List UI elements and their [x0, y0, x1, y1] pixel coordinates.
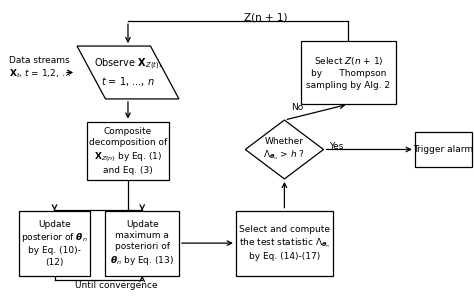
Text: Trigger alarm: Trigger alarm: [413, 145, 473, 154]
FancyBboxPatch shape: [105, 211, 179, 275]
Text: Yes: Yes: [329, 142, 344, 151]
Polygon shape: [77, 46, 179, 99]
Text: Data streams
$\mathbf{X}_t$, $t$ = 1,2, ...: Data streams $\mathbf{X}_t$, $t$ = 1,2, …: [9, 56, 72, 80]
Text: Whether
$\Lambda_{\boldsymbol{\theta}_n}$ > $h$ ?: Whether $\Lambda_{\boldsymbol{\theta}_n}…: [264, 137, 305, 162]
Text: Until convergence: Until convergence: [75, 281, 157, 290]
Text: No: No: [292, 103, 304, 112]
Text: Select $Z$($n$ + 1)
by      Thompson
sampling by Alg. 2: Select $Z$($n$ + 1) by Thompson sampling…: [306, 55, 391, 90]
Text: Select and compute
the test statistic $\Lambda_{\boldsymbol{\theta}_n}$
by Eq. (: Select and compute the test statistic $\…: [239, 225, 330, 261]
FancyBboxPatch shape: [19, 211, 90, 275]
Text: Update
maximum a
posteriori of
$\boldsymbol{\theta}_n$ by Eq. (13): Update maximum a posteriori of $\boldsym…: [110, 220, 174, 267]
FancyBboxPatch shape: [301, 41, 396, 104]
Text: Observe $\mathbf{X}_{Z(t)}$,
$t$ = 1, ..., $n$: Observe $\mathbf{X}_{Z(t)}$, $t$ = 1, ..…: [94, 57, 162, 88]
Text: Z(n + 1): Z(n + 1): [244, 12, 287, 22]
FancyBboxPatch shape: [86, 122, 170, 181]
FancyBboxPatch shape: [236, 211, 333, 275]
Text: Composite
decomposition of
$\mathbf{X}_{Z(n)}$ by Eq. (1)
and Eq. (3): Composite decomposition of $\mathbf{X}_{…: [89, 127, 167, 175]
Polygon shape: [246, 120, 323, 179]
Text: Update
posterior of $\boldsymbol{\theta}_n$
by Eq. (10)-
(12): Update posterior of $\boldsymbol{\theta}…: [21, 220, 88, 267]
FancyBboxPatch shape: [415, 132, 472, 167]
